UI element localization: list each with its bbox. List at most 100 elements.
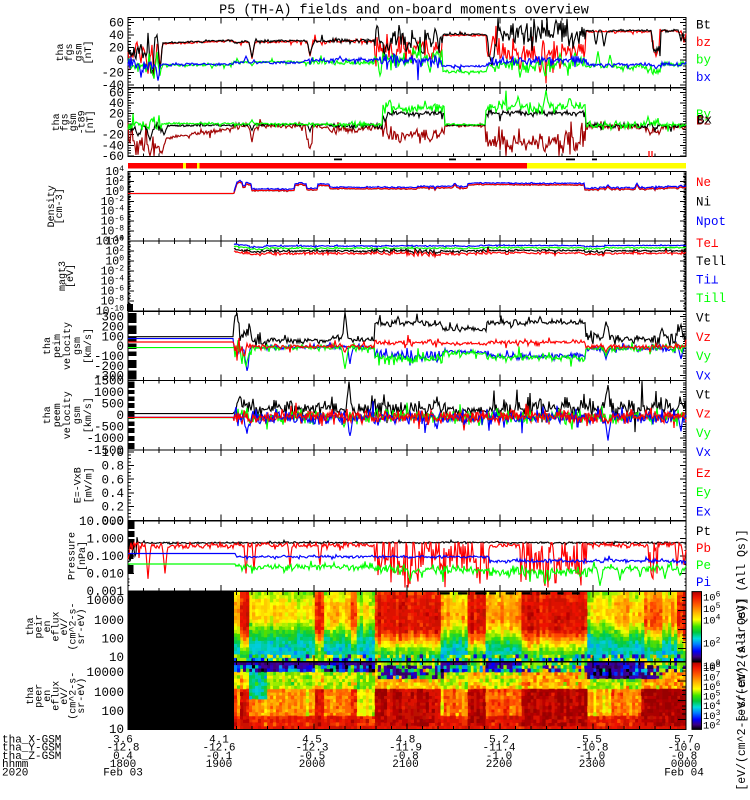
svg-text:-10.0: -10.0 xyxy=(667,743,700,755)
svg-text:-60: -60 xyxy=(101,150,124,164)
svg-text:by: by xyxy=(696,54,712,68)
svg-text:Bt: Bt xyxy=(696,19,711,33)
svg-text:10: 10 xyxy=(109,651,124,665)
svg-text:[km/s]: [km/s] xyxy=(83,397,95,433)
svg-text:gsm: gsm xyxy=(73,337,84,355)
svg-text:0: 0 xyxy=(116,409,124,423)
svg-text:2100: 2100 xyxy=(392,759,418,771)
svg-text:Vz: Vz xyxy=(696,331,711,345)
svg-text:tha: tha xyxy=(25,687,37,705)
svg-text:100: 100 xyxy=(101,330,124,344)
svg-text:5.2: 5.2 xyxy=(489,735,509,747)
svg-text:[cm-3]: [cm-3] xyxy=(54,188,66,224)
svg-text:-20: -20 xyxy=(101,129,124,143)
svg-text:300: 300 xyxy=(101,311,124,325)
svg-text:-20: -20 xyxy=(101,67,124,81)
svg-text:eflux: eflux xyxy=(51,681,63,711)
svg-text:eV/: eV/ xyxy=(59,687,71,705)
svg-text:0.6: 0.6 xyxy=(101,473,124,487)
svg-text:Pe: Pe xyxy=(696,559,711,573)
svg-text:0000: 0000 xyxy=(671,759,697,771)
svg-text:tha_Y-GSM: tha_Y-GSM xyxy=(2,743,61,755)
svg-text:-t89: -t89 xyxy=(78,110,89,134)
svg-text:0.100: 0.100 xyxy=(86,550,124,564)
svg-text:en: en xyxy=(43,620,54,632)
svg-text:5.7: 5.7 xyxy=(674,735,694,747)
svg-text:0.010: 0.010 xyxy=(86,568,124,582)
svg-text:[nT]: [nT] xyxy=(83,40,95,64)
svg-text:Vy: Vy xyxy=(696,427,712,441)
svg-text:500: 500 xyxy=(101,398,124,412)
svg-text:Feb 03: Feb 03 xyxy=(103,767,143,779)
svg-text:40: 40 xyxy=(109,29,124,43)
svg-text:Ey: Ey xyxy=(696,486,712,500)
svg-text:Ti⊥: Ti⊥ xyxy=(696,274,719,288)
svg-text:Ex: Ex xyxy=(696,505,711,519)
svg-text:gsm: gsm xyxy=(69,113,80,131)
svg-text:0: 0 xyxy=(116,54,124,68)
svg-text:bx: bx xyxy=(696,71,711,85)
svg-text:0: 0 xyxy=(116,340,124,354)
svg-text:bz: bz xyxy=(696,36,711,50)
svg-text:[eV/(cm^2-s-sr-eV) (All Qs)]: [eV/(cm^2-s-sr-eV) (All Qs)] xyxy=(736,597,749,790)
svg-text:Till: Till xyxy=(696,292,726,306)
svg-text:5.5: 5.5 xyxy=(582,735,602,747)
svg-text:sr-eV): sr-eV) xyxy=(76,608,88,644)
svg-text:Bz: Bz xyxy=(696,115,711,129)
svg-text:[eV/(cm^2-s-sr-eV) (All Qs)]: [eV/(cm^2-s-sr-eV) (All Qs)] xyxy=(736,529,749,722)
svg-text:[km/s]: [km/s] xyxy=(83,328,95,364)
svg-text:(cm^2-s-: (cm^2-s- xyxy=(68,602,80,650)
svg-text:Vy: Vy xyxy=(696,350,712,364)
svg-text:Vx: Vx xyxy=(696,446,711,460)
svg-text:-1.0: -1.0 xyxy=(486,751,512,763)
svg-text:velocity: velocity xyxy=(62,322,74,370)
svg-text:-11.4: -11.4 xyxy=(482,743,515,755)
svg-text:-12.3: -12.3 xyxy=(295,743,328,755)
svg-text:3.6: 3.6 xyxy=(113,735,133,747)
svg-text:eV/: eV/ xyxy=(59,617,71,635)
svg-text:0.2: 0.2 xyxy=(101,501,124,515)
svg-text:100: 100 xyxy=(101,633,124,647)
svg-text:60: 60 xyxy=(109,86,124,100)
svg-text:Feb 04: Feb 04 xyxy=(664,767,704,779)
svg-text:gsm: gsm xyxy=(75,43,86,61)
svg-text:100: 100 xyxy=(101,705,124,719)
svg-text:1000: 1000 xyxy=(94,686,124,700)
svg-text:en: en xyxy=(43,690,54,702)
svg-text:[nT]: [nT] xyxy=(85,110,97,134)
svg-text:Ez: Ez xyxy=(696,467,711,481)
svg-text:-0.8: -0.8 xyxy=(392,751,418,763)
svg-text:(cm^2-s-: (cm^2-s- xyxy=(68,672,80,720)
svg-text:-10.8: -10.8 xyxy=(575,743,608,755)
svg-text:-11.9: -11.9 xyxy=(389,743,422,755)
svg-text:20: 20 xyxy=(109,42,124,56)
svg-text:magt3: magt3 xyxy=(58,261,69,291)
svg-text:tha: tha xyxy=(42,406,54,424)
svg-text:velocity: velocity xyxy=(62,391,74,439)
svg-text:1500: 1500 xyxy=(94,374,124,388)
svg-text:2000: 2000 xyxy=(299,759,325,771)
svg-text:10.000: 10.000 xyxy=(79,515,124,529)
svg-text:Ne: Ne xyxy=(696,176,711,190)
svg-text:-1500: -1500 xyxy=(86,444,124,458)
svg-text:-1.0: -1.0 xyxy=(579,751,605,763)
svg-text:[nPa]: [nPa] xyxy=(77,541,89,571)
svg-text:0: 0 xyxy=(116,118,124,132)
svg-text:Pressure: Pressure xyxy=(68,532,79,580)
svg-text:Te⊥: Te⊥ xyxy=(696,237,719,251)
svg-text:Ni: Ni xyxy=(696,196,711,210)
svg-text:10000: 10000 xyxy=(86,666,124,680)
svg-text:Vz: Vz xyxy=(696,408,711,422)
svg-text:Vt: Vt xyxy=(696,312,711,326)
svg-text:sr-eV): sr-eV) xyxy=(76,678,88,714)
svg-text:fgs: fgs xyxy=(64,43,76,61)
svg-text:104: 104 xyxy=(703,614,721,628)
svg-text:-12.8: -12.8 xyxy=(106,743,139,755)
svg-text:200: 200 xyxy=(101,321,124,335)
svg-text:4.5: 4.5 xyxy=(302,735,322,747)
svg-text:102: 102 xyxy=(703,637,721,651)
svg-text:peer: peer xyxy=(35,684,46,708)
svg-text:0.4: 0.4 xyxy=(113,751,133,763)
svg-text:1900: 1900 xyxy=(206,759,232,771)
svg-text:Npot: Npot xyxy=(696,215,726,229)
